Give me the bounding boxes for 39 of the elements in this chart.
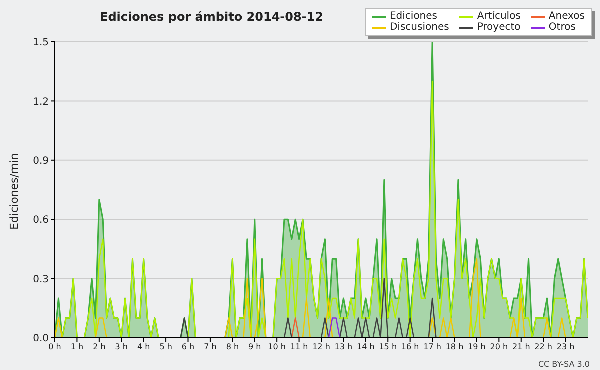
x-tick-label: 15 h — [379, 342, 398, 352]
x-tick-label: 17 h — [424, 342, 442, 352]
x-tick-label: 0 h — [48, 342, 62, 352]
y-tick-label: 1.2 — [33, 96, 49, 108]
text: CC BY-SA 3.0 — [538, 360, 590, 369]
x-tick-label: 7 h — [204, 342, 217, 352]
y-axis-title: Ediciones/min — [8, 153, 21, 230]
legend-label: Anexos — [548, 11, 585, 22]
x-tick-label: 20 h — [490, 342, 508, 352]
y-tick-label: 0.0 — [33, 334, 49, 345]
x-tick-label: 4 h — [137, 342, 150, 352]
x-tick-label: 6 h — [182, 342, 195, 352]
x-tick-label: 2 h — [93, 342, 106, 352]
x-tick-label: 19 h — [468, 342, 486, 352]
legend-label: Otros — [548, 22, 576, 33]
x-tick-label: 8 h — [226, 342, 240, 352]
x-tick-label: 13 h — [334, 342, 353, 352]
x-tick-label: 5 h — [160, 342, 172, 352]
x-tick-label: 3 h — [115, 342, 128, 352]
x-tick-label: 1 h — [70, 342, 84, 352]
x-tick-label: 18 h — [446, 342, 464, 352]
x-tick-label: 9 h — [248, 342, 262, 352]
legend-label: Discusiones — [390, 22, 450, 33]
legend-label: Ediciones — [390, 11, 438, 22]
x-tick-label: 16 h — [401, 342, 420, 352]
y-tick-label: 0.9 — [33, 156, 49, 167]
y-tick-label: 0.6 — [33, 215, 49, 226]
x-tick-label: 21 h — [512, 342, 530, 352]
legend-label: Artículos — [477, 11, 521, 22]
x-tick-label: 14 h — [357, 342, 375, 352]
x-tick-label: 22 h — [534, 342, 552, 352]
x-tick-label: 12 h — [312, 342, 330, 352]
x-tick-label: 11 h — [290, 342, 308, 352]
chart-title: Ediciones por ámbito 2014-08-12 — [100, 10, 324, 24]
legend-label: Proyecto — [477, 22, 521, 33]
x-tick-label: 10 h — [268, 342, 286, 352]
y-tick-label: 0.3 — [33, 274, 49, 286]
x-tick-label: 23 h — [556, 342, 575, 352]
y-tick-label: 1.5 — [33, 38, 49, 49]
